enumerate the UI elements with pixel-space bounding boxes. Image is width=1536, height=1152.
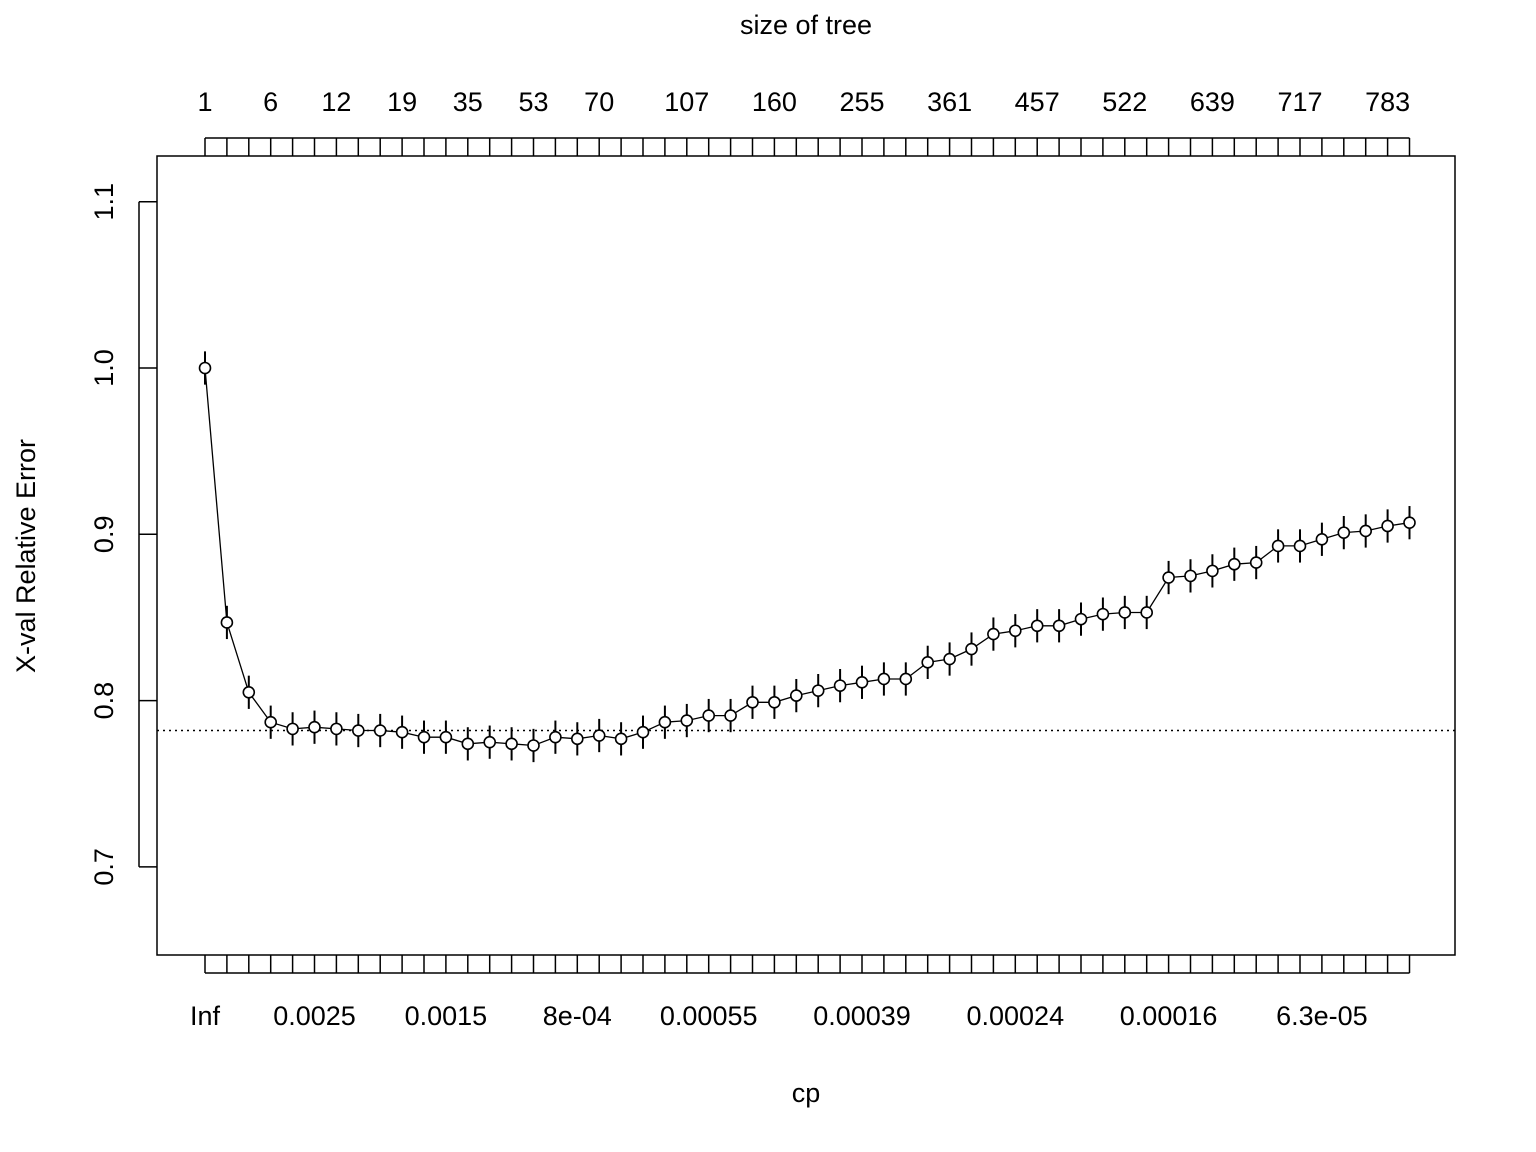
top-tick-label: 160 [752, 87, 797, 117]
x-tick-label: 0.00016 [1120, 1001, 1218, 1031]
data-point [395, 725, 409, 739]
series-line [204, 367, 1410, 747]
data-point [1359, 524, 1372, 538]
top-axis: 1 6 12 19 35 53 70 107 160 255 361 457 522 639 717 783 [197, 87, 1411, 156]
data-point [833, 679, 847, 692]
data-point [1030, 619, 1044, 633]
data-point [1008, 624, 1022, 638]
plot-frame [156, 155, 1456, 956]
data-point [724, 709, 737, 722]
top-tick-label: 457 [1015, 87, 1060, 117]
data-point [899, 672, 913, 686]
data-point [1140, 606, 1153, 619]
data-point [1184, 569, 1197, 583]
data-point [1162, 571, 1175, 584]
x-tick-label: 8e-04 [543, 1001, 612, 1031]
data-point [746, 695, 759, 709]
data-point [505, 737, 518, 751]
data-point [286, 722, 299, 736]
y-axis-label: X-val Relative Error [11, 439, 41, 673]
top-tick-label: 19 [387, 87, 417, 117]
data-point [483, 735, 497, 749]
top-tick-label: 361 [927, 87, 972, 117]
data-point [330, 722, 343, 736]
data-point [987, 627, 1000, 641]
x-tick-label: 0.00039 [813, 1001, 911, 1031]
top-tick-label: 35 [453, 87, 483, 117]
data-point [789, 689, 803, 702]
y-tick-label: 1.0 [89, 349, 119, 387]
data-point [1249, 556, 1263, 569]
data-point [965, 642, 978, 656]
data-point [439, 730, 453, 744]
data-point [614, 732, 628, 746]
data-point [1206, 564, 1219, 578]
x-tick-label: 0.0025 [273, 1001, 356, 1031]
top-tick-label: 53 [518, 87, 548, 117]
data-point [549, 730, 562, 744]
data-point [1228, 557, 1241, 571]
x-tick-label: 0.0015 [405, 1001, 488, 1031]
data-point [417, 730, 431, 744]
top-tick-label: 6 [263, 87, 278, 117]
data-point [768, 695, 781, 709]
data-point [877, 672, 891, 686]
x-axis: Inf 0.0025 0.0015 8e-04 0.00055 0.00039 0.0002… [190, 955, 1411, 1031]
data-point [1096, 607, 1110, 621]
data-point [1052, 619, 1066, 633]
data-point [1381, 519, 1394, 533]
top-tick-label: 1 [197, 87, 212, 117]
data-point [242, 685, 256, 699]
top-tick-label: 12 [321, 87, 351, 117]
chart-title: size of tree [740, 10, 872, 40]
data-point [527, 739, 540, 752]
data-point [943, 652, 956, 666]
data-point [1403, 516, 1416, 529]
y-tick-label: 0.9 [89, 516, 119, 554]
data-point [1337, 526, 1351, 539]
y-tick-label: 0.8 [89, 682, 119, 720]
data-point [811, 684, 825, 697]
top-tick-label: 70 [584, 87, 614, 117]
x-tick-label: 0.00055 [660, 1001, 758, 1031]
data-point [373, 724, 387, 737]
data-point [1315, 532, 1329, 546]
y-tick-label: 0.7 [89, 848, 119, 886]
top-tick-label: 639 [1190, 87, 1235, 117]
data-point [1074, 612, 1088, 626]
x-tick-label: Inf [190, 1001, 221, 1031]
data-point [636, 725, 650, 739]
data-point [570, 732, 584, 746]
top-tick-label: 717 [1277, 87, 1322, 117]
x-tick-label: 6.3e-05 [1276, 1001, 1368, 1031]
top-tick-label: 107 [664, 87, 709, 117]
data-point [855, 676, 869, 689]
x-axis-label: cp [792, 1078, 821, 1108]
y-tick-label: 1.1 [89, 183, 119, 221]
data-point [702, 709, 716, 722]
data-point [921, 656, 935, 669]
data-point [308, 720, 321, 734]
top-tick-label: 522 [1102, 87, 1147, 117]
data-point [658, 715, 672, 729]
x-tick-label: 0.00024 [966, 1001, 1064, 1031]
data-point [220, 616, 234, 629]
data-point [680, 714, 694, 727]
top-tick-label: 255 [839, 87, 884, 117]
data-point [461, 737, 475, 751]
y-axis: 0.7 0.8 0.9 1.0 1.1 [89, 183, 157, 886]
data-point [592, 729, 606, 742]
data-point [198, 361, 212, 375]
series-layer [198, 351, 1416, 763]
data-point [264, 715, 278, 729]
data-point [1118, 606, 1132, 619]
data-point [1271, 539, 1285, 553]
data-point [351, 724, 365, 737]
data-point [1293, 539, 1307, 553]
top-tick-label: 783 [1365, 87, 1410, 117]
